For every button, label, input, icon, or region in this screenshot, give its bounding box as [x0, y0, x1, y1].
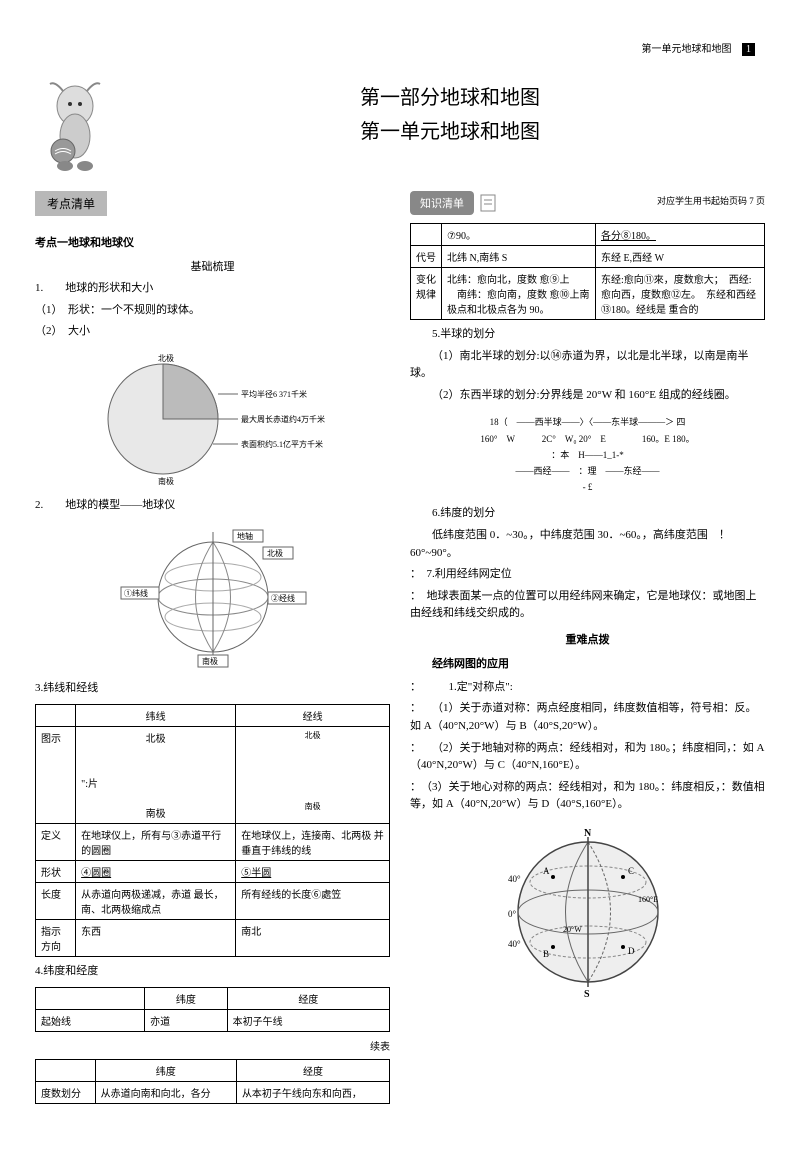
svg-text:平均半径6 371千米: 平均半径6 371千米 [241, 389, 307, 399]
item6: 6.纬度的划分 [410, 505, 765, 523]
svg-text:南极: 南极 [202, 656, 218, 666]
app1-1: ： （1）关于赤道对称：两点经度相同，纬度数值相等，符号相：反。如 A（40°N… [410, 700, 765, 735]
svg-text:D: D [628, 946, 635, 956]
svg-text:地轴: 地轴 [237, 531, 253, 541]
item1: 1. 地球的形状和大小 [35, 280, 390, 298]
point1-title: 考点一地球和地球仪 [35, 234, 390, 250]
globe-diagram-3: N S A B C D 40° 0° 40° 20°W 160°E [410, 822, 765, 1002]
table-latlon-degrees-1: 纬度经度 起始线亦道本初子午线 [35, 987, 390, 1032]
svg-text:南极: 南极 [158, 476, 174, 486]
item1-2: （2） 大小 [35, 323, 390, 341]
svg-text:A: A [543, 866, 550, 876]
svg-text:②经线: ②经线 [271, 593, 295, 603]
app1-2: ： （2）关于地轴对称的两点：经线相对，和为 180。；纬度相同，：如 A（40… [410, 740, 765, 775]
item7: ： 7.利用经纬网定位 [410, 566, 765, 584]
svg-text:B: B [543, 949, 549, 959]
table-latlon-degrees-2: 纬度经度 度数划分从赤道向南和向北，各分从本初子午线向东和向西， [35, 1059, 390, 1104]
svg-text:S: S [584, 989, 590, 1000]
item6-1: 低纬度范围 0．~30。，中纬度范围 30．~60。，高纬度范围 ！60°~90… [410, 527, 765, 562]
difficult-title: 重难点拨 [410, 631, 765, 647]
svg-text:20°W: 20°W [563, 925, 582, 934]
item7-1: ： 地球表面某一点的位置可以用经纬网来确定，它是地球仪：或地图上由经线和纬线交织… [410, 588, 765, 623]
item5: 5.半球的划分 [410, 326, 765, 344]
unit-title: 第一单元地球和地图 [135, 115, 765, 144]
svg-text:40°: 40° [508, 874, 521, 884]
continue-label: 续表 [35, 1038, 390, 1053]
hemisphere-diagram: 18（ ——西半球——〉〈——东半球———＞ 四 160° W 2C° W₀ 2… [410, 414, 765, 495]
page-header: 第一单元地球和地图 1 [35, 40, 765, 56]
item5-1: （1）南北半球的划分:以⑭赤道为界，以北是北半球，以南是南半球。 [410, 348, 765, 383]
svg-text:40°: 40° [508, 939, 521, 949]
table-latlon-lines: 纬线经线 图示 北极 ":片 南极 北极 南极 定义在地球仪上，所有与③赤道平行… [35, 704, 390, 957]
exam-points-badge: 考点清单 [35, 191, 107, 216]
basic-title: 基础梳理 [35, 258, 390, 274]
svg-text:160°E: 160°E [638, 895, 658, 904]
svg-text:北极: 北极 [158, 353, 174, 363]
svg-text:C: C [628, 866, 634, 876]
part-title: 第一部分地球和地图 [135, 81, 765, 110]
app1: ： 1.定"对称点": [410, 679, 765, 697]
note-icon [479, 193, 499, 213]
item2: 2. 地球的模型——地球仪 [35, 497, 390, 515]
app1-3: ： （3）关于地心对称的两点：经线相对，和为 180。：纬度相反，：数值相等，如… [410, 779, 765, 814]
mascot-image [35, 76, 115, 176]
item3: 3.纬线和经线 [35, 680, 390, 698]
globe-diagram-1: 北极 南极 平均半径6 371千米 最大周长赤道约4万千米 表面积约5.1亿平方… [35, 349, 390, 489]
item4: 4.纬度和经度 [35, 963, 390, 981]
page-number: 1 [742, 43, 755, 56]
table-right-continue: ⑦90。各分⑧180。 代号北纬 N,南纬 S东经 E,西经 W 变化规律北纬：… [410, 223, 765, 320]
svg-text:最大周长赤道约4万千米: 最大周长赤道约4万千米 [241, 414, 325, 424]
item5-2: （2）东西半球的划分:分界线是 20°W 和 160°E 组成的经线圈。 [410, 387, 765, 405]
svg-text:北极: 北极 [267, 548, 283, 558]
page-ref-note: 对应学生用书起始页码 7 页 [657, 194, 765, 207]
item1-1: （1） 形状：一个不规则的球体。 [35, 302, 390, 320]
svg-text:表面积约5.1亿平方千米: 表面积约5.1亿平方千米 [241, 439, 323, 449]
knowledge-badge: 知识清单 [410, 191, 474, 215]
app-title: 经纬网图的应用 [410, 655, 765, 671]
globe-diagram-2: 地轴 北极 ①纬线 ②经线 南极 [35, 522, 390, 672]
svg-text:N: N [584, 828, 592, 839]
svg-text:0°: 0° [508, 909, 517, 919]
svg-text:①纬线: ①纬线 [124, 588, 148, 598]
